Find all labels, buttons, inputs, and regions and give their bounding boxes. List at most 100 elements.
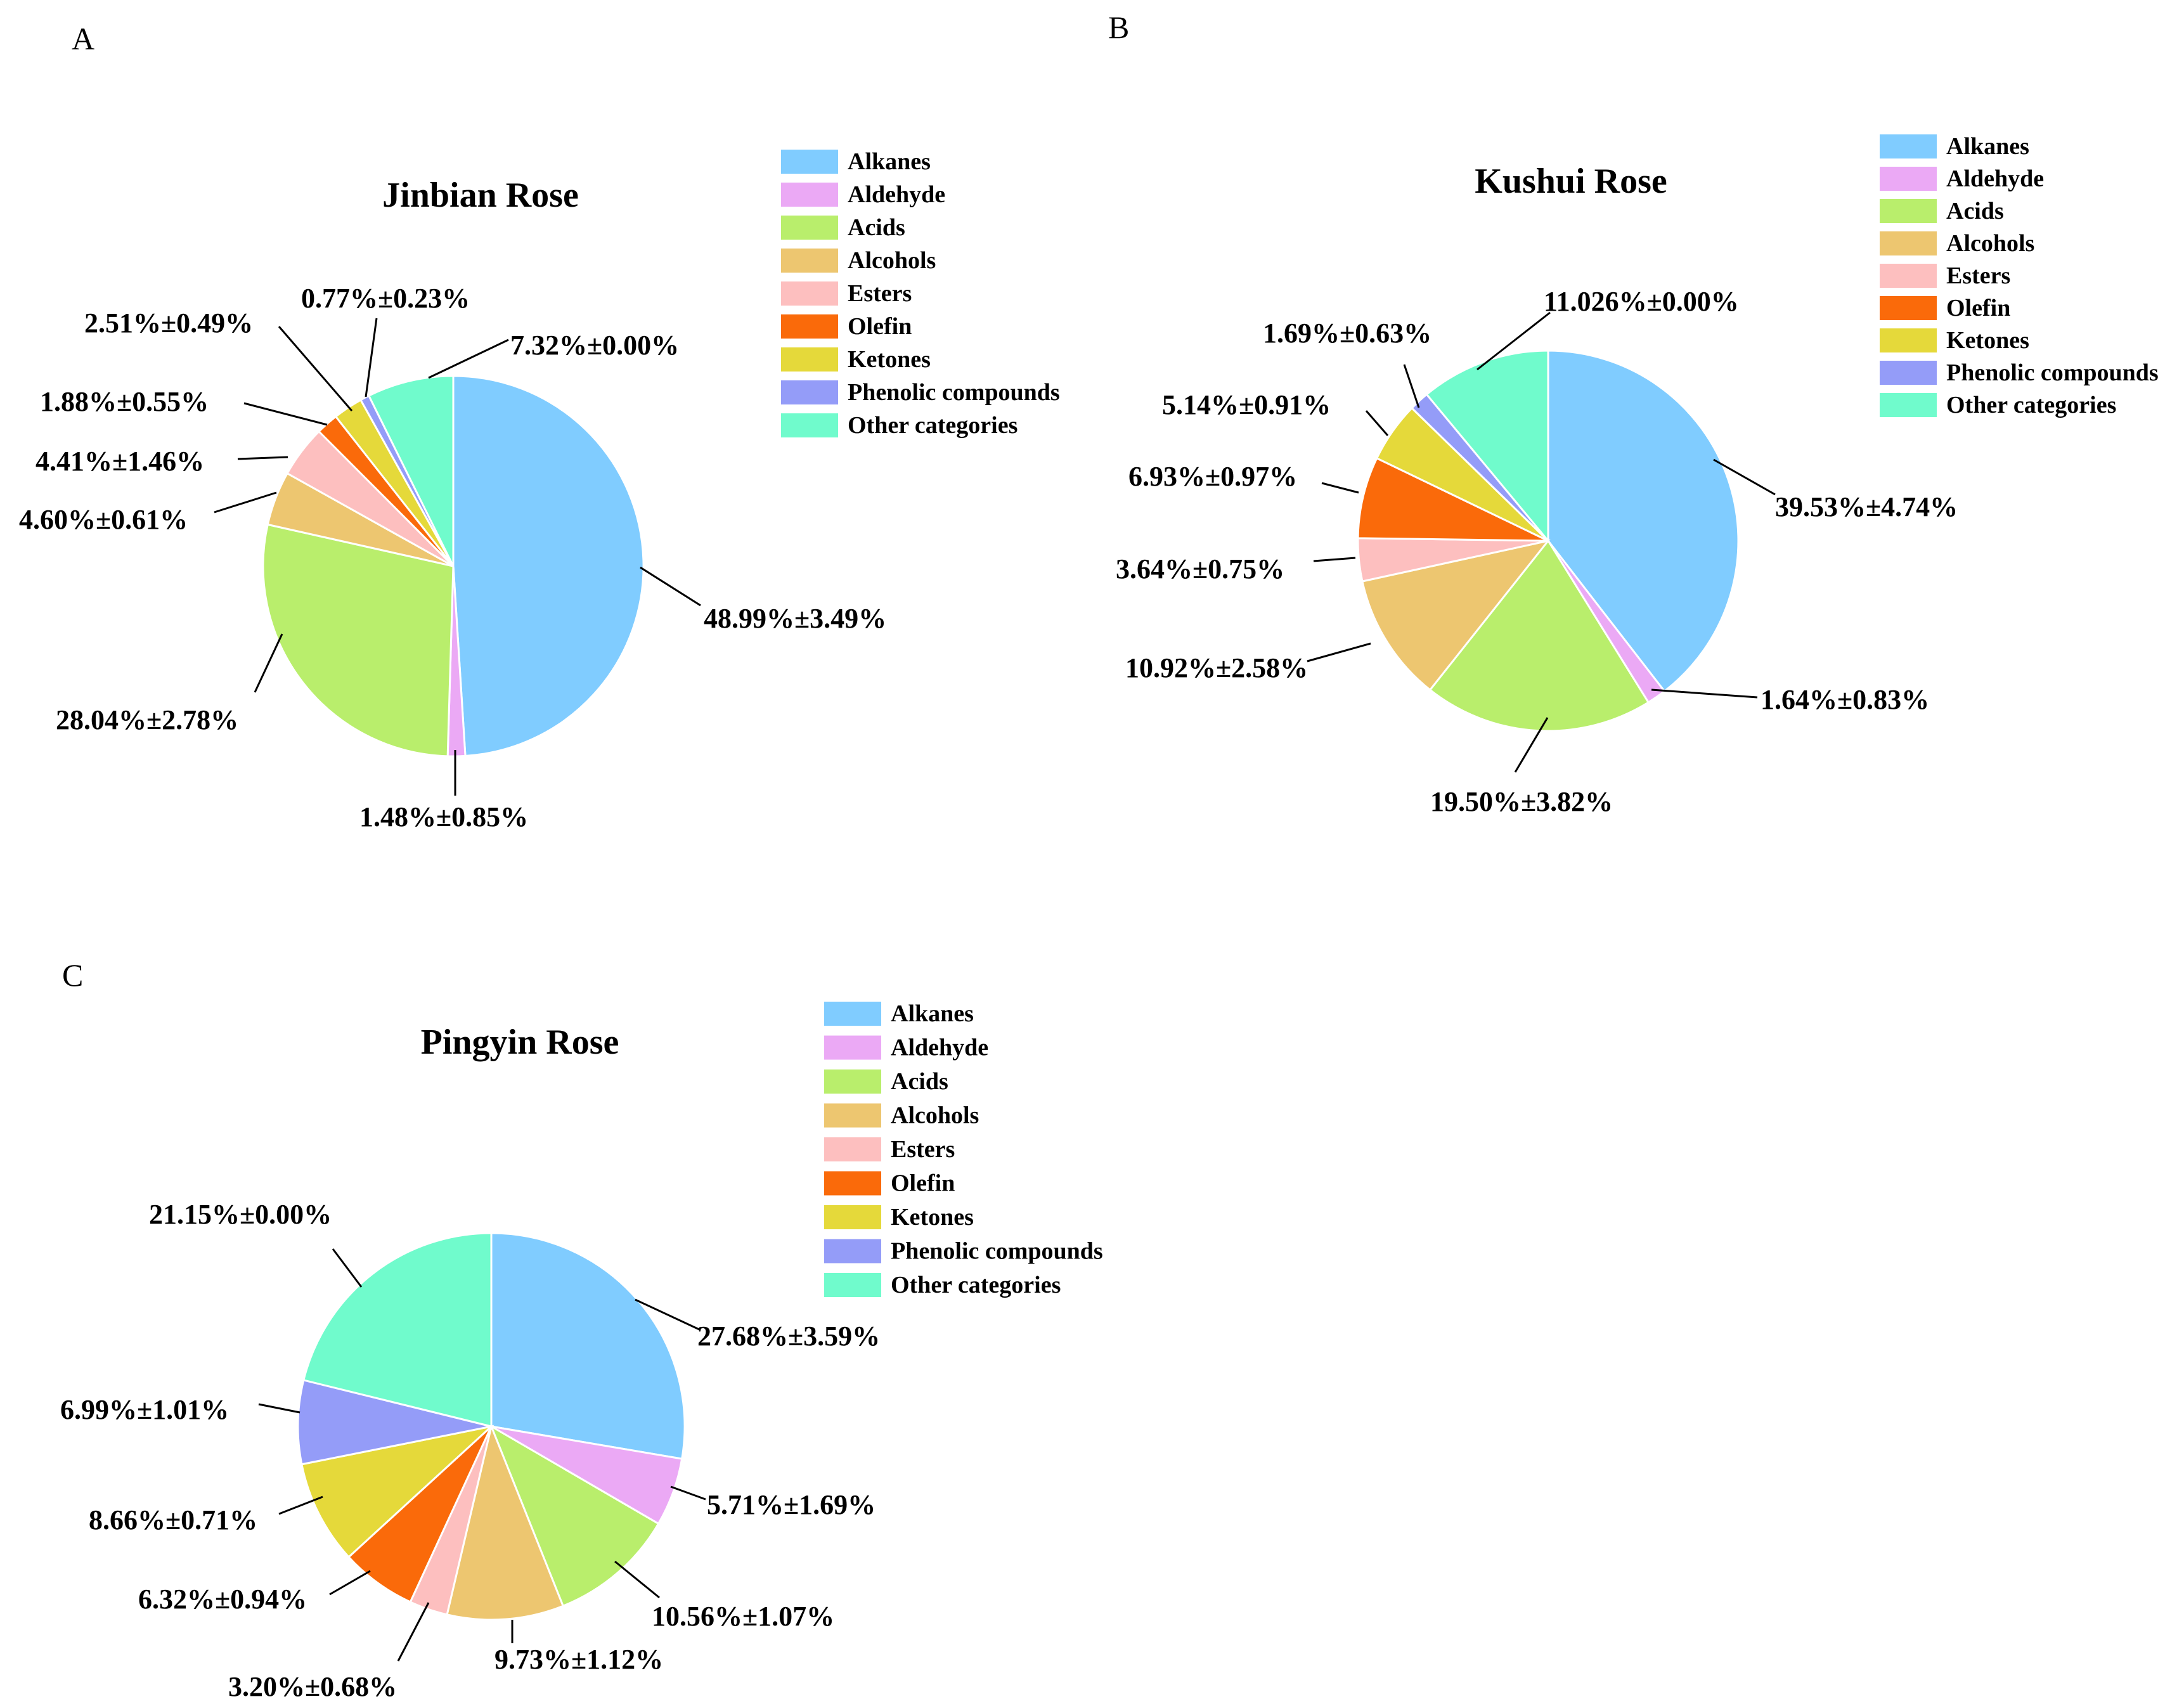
legend-label-acids-c: Acids	[891, 1068, 948, 1095]
pie-slice-acids-c	[489, 1424, 660, 1608]
legend-swatch-esters-a	[781, 281, 838, 306]
legend-label-ketones-a: Ketones	[848, 346, 931, 373]
data-label-acids-c: 10.56%±1.07%	[652, 1601, 834, 1632]
data-label-other-a: 7.32%±0.00%	[510, 330, 679, 361]
panel-c: C Pingyin Rose 27.68%±3.59% 5.71%±1.69% …	[60, 957, 880, 1702]
legend-a: Alkanes Aldehyde Acids Alcohols Esters Olefin…	[781, 148, 1060, 439]
data-label-alcohols-c: 9.73%±1.12%	[494, 1644, 663, 1675]
legend-label-esters-c: Esters	[891, 1136, 955, 1163]
legend-swatch-alcohols-a	[781, 249, 838, 273]
legend-swatch-other-categories-a	[781, 413, 838, 437]
pie-slice-acids-b	[1428, 539, 1650, 732]
legend-swatch-other-categories-c	[824, 1273, 881, 1297]
data-label-olefin-b: 6.93%±0.97%	[1128, 461, 1297, 492]
legend-label-alcohols-a: Alcohols	[848, 247, 936, 274]
data-label-esters-a: 4.41%±1.46%	[36, 446, 204, 477]
legend-label-alkanes-a: Alkanes	[848, 148, 931, 175]
data-label-alkanes-b: 39.53%±4.74%	[1775, 491, 1958, 522]
legend-label-esters-a: Esters	[848, 280, 912, 307]
pie-slice-other-categories-a	[367, 375, 455, 567]
data-label-phenolic-b: 1.69%±0.63%	[1263, 318, 1431, 349]
legend-swatch-acids-b	[1880, 199, 1937, 223]
leader-line-olefin-a	[243, 402, 328, 426]
pie-slice-olefin-b	[1357, 456, 1549, 542]
leader-line-phenolic-a	[365, 318, 378, 397]
leader-lines-c	[258, 1248, 706, 1662]
pie-slice-phenolic-compounds-c	[297, 1379, 492, 1466]
data-label-aldehyde-c: 5.71%±1.69%	[707, 1489, 876, 1520]
pie-slice-alkanes-c	[490, 1232, 686, 1460]
leader-line-phenolic-c	[258, 1403, 300, 1414]
legend-label-olefin-b: Olefin	[1946, 295, 2010, 321]
leader-line-ketones-b	[1365, 410, 1389, 436]
legend-label-alcohols-b: Alcohols	[1946, 230, 2034, 257]
pie-slice-other-categories-b	[1425, 349, 1549, 544]
data-label-aldehyde-b: 1.64%±0.83%	[1761, 684, 1929, 715]
leader-line-esters-c	[397, 1602, 430, 1662]
legend-swatch-esters-c	[824, 1137, 881, 1161]
legend-swatch-aldehyde-b	[1880, 167, 1937, 191]
legend-label-acids-a: Acids	[848, 214, 905, 241]
legend-swatch-ketones-c	[824, 1205, 881, 1229]
legend-label-alkanes-c: Alkanes	[891, 1000, 974, 1027]
data-label-alcohols-b: 10.92%±2.58%	[1125, 652, 1308, 683]
pie-slice-alkanes-a	[452, 375, 645, 757]
leader-line-acids-a	[254, 633, 283, 693]
data-label-aldehyde-a: 1.48%±0.85%	[359, 801, 528, 832]
legend-swatch-alkanes-a	[781, 150, 838, 174]
data-labels-c: 27.68%±3.59% 5.71%±1.69% 10.56%±1.07% 9.…	[60, 1199, 880, 1702]
leader-line-alkanes-b	[1713, 458, 1776, 496]
legend-swatch-acids-a	[781, 216, 838, 240]
legend-swatch-aldehyde-a	[781, 183, 838, 207]
legend-label-phenolic-compounds-b: Phenolic compounds	[1946, 359, 2159, 386]
legend-swatch-alcohols-b	[1880, 231, 1937, 255]
legend-label-aldehyde-b: Aldehyde	[1946, 165, 2044, 192]
leader-line-other-b	[1476, 311, 1551, 371]
legend-swatch-olefin-c	[824, 1171, 881, 1196]
legend-label-alcohols-c: Alcohols	[891, 1102, 979, 1129]
pie-slice-ketones-c	[300, 1425, 494, 1559]
legend-label-olefin-c: Olefin	[891, 1170, 955, 1197]
leader-line-aldehyde-c	[670, 1485, 706, 1501]
leader-line-ketones-c	[278, 1496, 323, 1515]
legend-label-acids-b: Acids	[1946, 198, 2004, 224]
data-label-other-c: 21.15%±0.00%	[149, 1199, 332, 1230]
legend-b: Alkanes Aldehyde Acids Alcohols Esters Olefin…	[1880, 133, 2159, 418]
legend-label-phenolic-compounds-c: Phenolic compounds	[891, 1238, 1103, 1265]
panel-b: B Kushui Rose 39.53%±4.74% 1.64%±0.83% 1…	[1108, 10, 1958, 817]
data-label-phenolic-c: 6.99%±1.01%	[60, 1394, 229, 1425]
legend-label-other-categories-a: Other categories	[848, 412, 1018, 439]
data-label-ketones-a: 2.51%±0.49%	[84, 307, 253, 339]
panel-letter-c: C	[62, 957, 83, 993]
legend-swatch-esters-b	[1880, 264, 1937, 288]
pie-slice-olefin-c	[347, 1425, 493, 1603]
leader-line-other-c	[332, 1248, 363, 1288]
legend-swatch-olefin-a	[781, 314, 838, 339]
chart-title-c: Pingyin Rose	[421, 1023, 619, 1062]
pie-slice-other-categories-c	[302, 1232, 493, 1428]
legend-label-alkanes-b: Alkanes	[1946, 133, 2029, 160]
legend-label-olefin-a: Olefin	[848, 313, 912, 340]
pie-slice-alcohols-c	[446, 1423, 565, 1621]
data-label-esters-b: 3.64%±0.75%	[1116, 553, 1284, 585]
data-label-acids-a: 28.04%±2.78%	[56, 704, 238, 735]
leader-line-olefin-b	[1321, 482, 1359, 494]
data-label-alkanes-a: 48.99%±3.49%	[704, 603, 886, 634]
leader-line-acids-b	[1514, 717, 1549, 773]
chart-title-b: Kushui Rose	[1475, 162, 1667, 201]
panel-letter-a: A	[72, 21, 94, 56]
legend-c: Alkanes Aldehyde Acids Alcohols Esters Olefin…	[824, 1000, 1103, 1298]
data-labels-b: 39.53%±4.74% 1.64%±0.83% 19.50%±3.82% 10…	[1116, 286, 1958, 817]
leader-line-aldehyde-b	[1651, 688, 1758, 699]
data-label-alkanes-c: 27.68%±3.59%	[697, 1321, 880, 1352]
leader-line-esters-a	[237, 456, 288, 460]
legend-swatch-phenolic-compounds-c	[824, 1239, 881, 1263]
leader-line-phenolic-b	[1403, 364, 1420, 408]
leader-line-acids-c	[614, 1560, 660, 1599]
legend-label-other-categories-c: Other categories	[891, 1272, 1061, 1298]
data-labels-a: 48.99%±3.49% 1.48%±0.85% 28.04%±2.78% 4.…	[19, 283, 886, 832]
data-label-olefin-a: 1.88%±0.55%	[40, 386, 209, 417]
legend-swatch-other-categories-b	[1880, 393, 1937, 417]
pie-slice-acids-a	[262, 523, 455, 758]
legend-swatch-alkanes-b	[1880, 134, 1937, 158]
